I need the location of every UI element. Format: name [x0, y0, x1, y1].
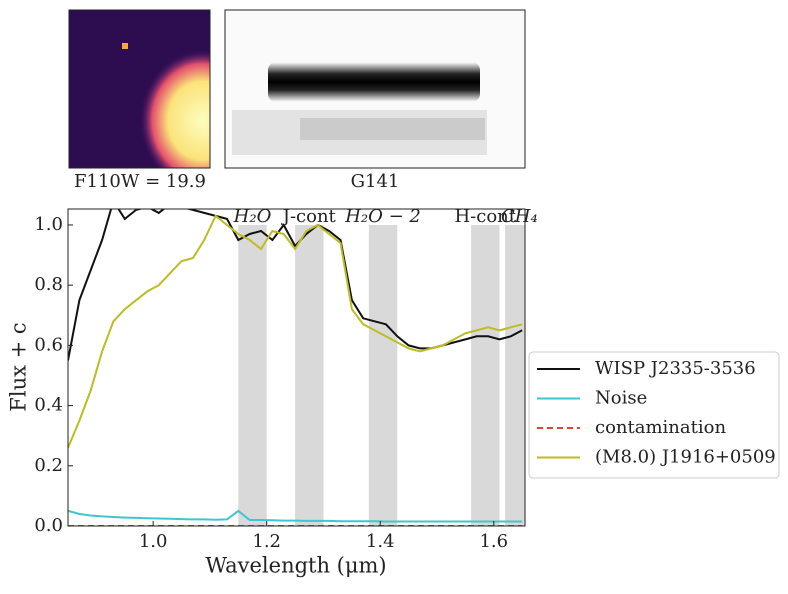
band-label: CH₄ — [501, 206, 538, 227]
series-line — [68, 214, 523, 449]
image-label: G141 — [351, 171, 400, 192]
axes-frame — [67, 208, 526, 527]
y-tick-label: 0.4 — [34, 395, 63, 416]
legend-label: WISP J2335-3536 — [595, 358, 756, 379]
feature-band — [295, 224, 324, 526]
y-axis-label: Flux + c — [7, 322, 31, 411]
y-tick-label: 0.8 — [34, 274, 63, 295]
legend-label: (M8.0) J1916+0509 — [595, 447, 776, 468]
y-tick-label: 1.0 — [34, 214, 63, 235]
band-label: H₂O − 2 — [344, 206, 421, 227]
band-label: H-cont — [454, 206, 516, 227]
band-label: H₂O — [233, 206, 272, 227]
plot-area — [68, 209, 525, 526]
series-line — [68, 509, 523, 523]
image-label: F110W = 19.9 — [74, 171, 206, 192]
legend-label: contamination — [595, 417, 726, 438]
legend-label: Noise — [595, 388, 647, 409]
x-axis-label: Wavelength (μm) — [205, 554, 386, 578]
feature-band — [238, 224, 267, 526]
x-tick-label: 1.2 — [252, 531, 281, 552]
feature-band — [471, 224, 500, 526]
y-tick-label: 0.2 — [34, 455, 63, 476]
feature-band — [368, 224, 398, 526]
x-tick-label: 1.4 — [366, 531, 395, 552]
y-tick-label: 0.0 — [34, 515, 63, 536]
feature-band — [505, 224, 525, 526]
band-label: J-cont — [281, 206, 337, 227]
grism-image — [224, 9, 526, 169]
y-tick-label: 0.6 — [34, 334, 63, 355]
direct-image — [68, 9, 211, 169]
legend: WISP J2335-3536 Noise contamination (M8.0) … — [528, 351, 780, 479]
x-tick-label: 1.0 — [139, 531, 168, 552]
legend-frame — [528, 351, 780, 479]
x-tick-label: 1.6 — [479, 531, 508, 552]
